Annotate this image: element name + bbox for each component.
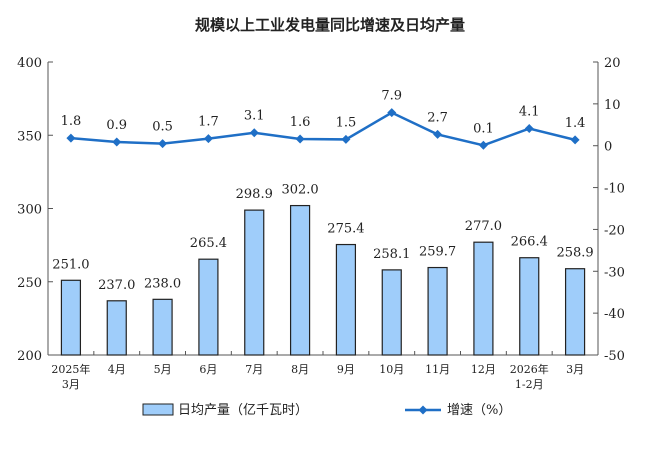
line-point — [433, 129, 443, 139]
legend-bar-label: 日均产量（亿千瓦时） — [178, 403, 308, 418]
line-label: 1.7 — [198, 115, 219, 130]
line-label: 1.5 — [336, 115, 357, 130]
bar — [381, 269, 402, 356]
bar — [152, 298, 173, 356]
bar-label: 238.0 — [144, 276, 181, 291]
line-point — [112, 137, 122, 147]
line-point — [249, 128, 259, 138]
left-tick-label: 250 — [17, 276, 42, 291]
x-tick-label: 2025年 — [51, 362, 90, 376]
bar-label: 237.0 — [98, 278, 135, 293]
left-tick-label: 200 — [17, 349, 42, 364]
line-label: 4.1 — [519, 105, 540, 120]
right-tick-label: 0 — [604, 140, 612, 155]
bar-label: 258.9 — [556, 246, 593, 261]
line-label: 0.5 — [152, 120, 173, 135]
line-point — [203, 134, 213, 144]
right-tick-label: -30 — [604, 265, 625, 280]
left-tick-label: 400 — [17, 56, 42, 71]
right-tick-label: 10 — [604, 98, 621, 113]
line-point — [341, 134, 351, 144]
bar-label: 298.9 — [236, 187, 273, 202]
left-tick-label: 300 — [17, 203, 42, 218]
bar-label: 302.0 — [281, 183, 318, 198]
bar — [473, 241, 494, 356]
line-point — [570, 135, 580, 145]
line-point — [524, 124, 534, 134]
line-point — [478, 140, 488, 150]
bar — [335, 243, 357, 356]
x-tick-label: 10月 — [379, 363, 404, 376]
x-tick-label: 2026年 — [510, 362, 549, 376]
growth-line — [70, 111, 576, 147]
bar-label: 275.4 — [327, 222, 364, 237]
x-tick-label: 1-2月 — [515, 378, 544, 391]
bar-label: 251.0 — [52, 257, 89, 272]
x-tick-label: 8月 — [291, 363, 309, 376]
bar-label: 258.1 — [373, 247, 410, 262]
right-tick-label: -50 — [604, 349, 625, 364]
bar — [60, 279, 82, 356]
line-point — [158, 139, 168, 149]
bar — [427, 266, 448, 356]
line-label: 1.4 — [565, 116, 586, 131]
bar-label: 259.7 — [419, 245, 456, 260]
right-tick-label: -40 — [604, 307, 625, 322]
x-tick-label: 9月 — [337, 363, 355, 376]
x-tick-label: 6月 — [199, 363, 217, 376]
bar — [106, 300, 127, 356]
line-label: 1.8 — [61, 114, 82, 129]
x-tick-label: 3月 — [62, 378, 80, 391]
bar-label: 266.4 — [511, 235, 548, 250]
left-tick-label: 350 — [17, 129, 42, 144]
legend-bar-swatch — [142, 403, 174, 416]
x-tick-label: 4月 — [108, 363, 126, 376]
right-tick-label: -20 — [604, 223, 625, 238]
line-label: 3.1 — [244, 109, 265, 124]
line-point — [387, 108, 397, 118]
line-label: 0.9 — [106, 118, 127, 133]
legend-line-label: 增速（%） — [447, 403, 511, 418]
line-point — [66, 133, 76, 143]
line-label: 2.7 — [427, 110, 448, 125]
line-label: 7.9 — [381, 89, 402, 104]
line-label: 0.1 — [473, 121, 494, 136]
x-tick-label: 3月 — [566, 363, 584, 376]
x-tick-label: 11月 — [425, 363, 450, 376]
line-label: 1.6 — [290, 115, 311, 130]
bar — [289, 204, 311, 356]
bar — [564, 268, 586, 356]
bar-label: 265.4 — [190, 236, 227, 251]
bar-label: 277.0 — [465, 219, 502, 234]
x-tick-label: 12月 — [471, 363, 496, 376]
x-tick-label: 7月 — [245, 363, 263, 376]
legend-line-marker — [418, 405, 428, 415]
chart-title: 规模以上工业发电量同比增速及日均产量 — [195, 16, 465, 34]
x-tick-label: 5月 — [154, 363, 172, 376]
bar — [244, 209, 265, 356]
right-tick-label: 20 — [604, 56, 621, 71]
line-point — [295, 134, 305, 144]
bar — [198, 258, 219, 356]
right-tick-label: -10 — [604, 182, 625, 197]
bar — [519, 257, 540, 356]
